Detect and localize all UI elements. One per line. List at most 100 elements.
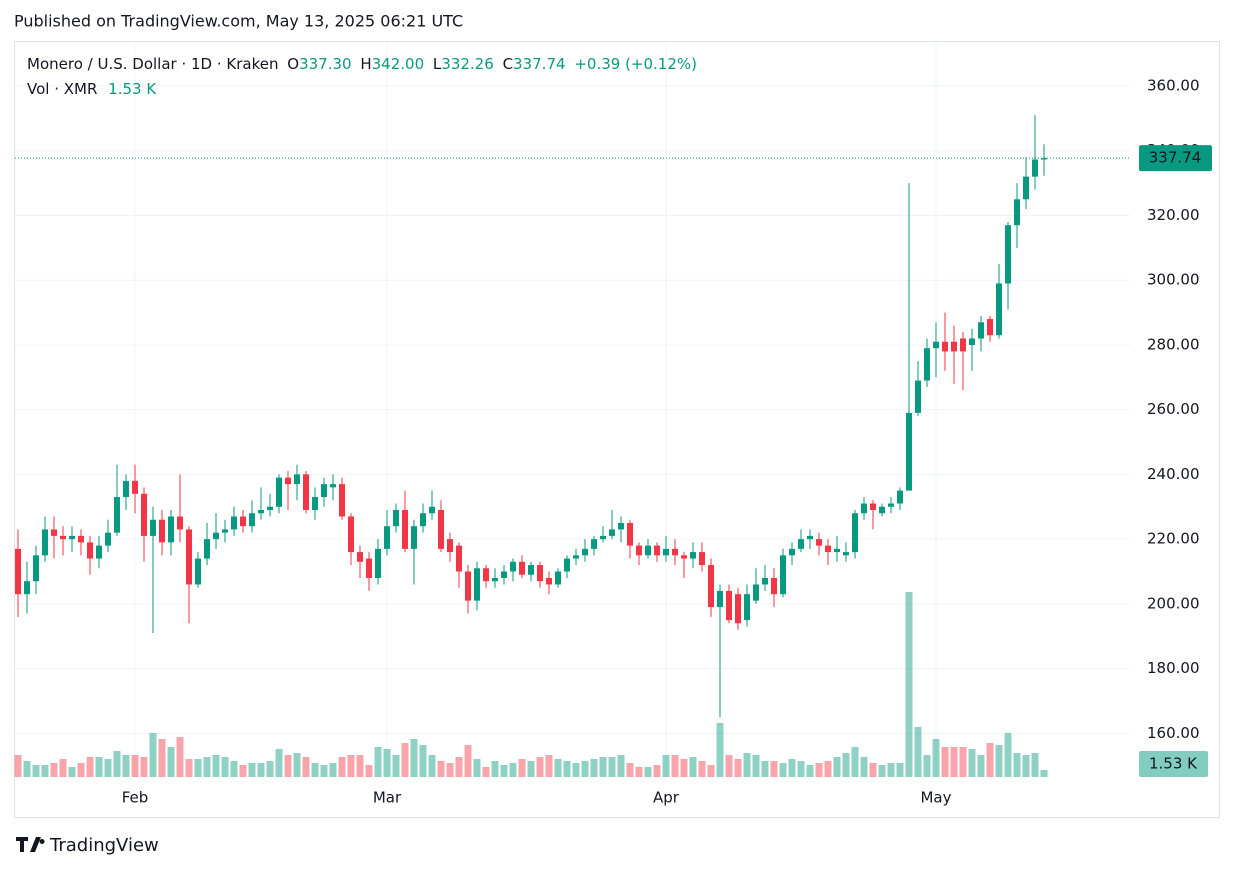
volume-bar <box>401 743 409 777</box>
volume-bar <box>941 747 949 777</box>
candle-body <box>321 484 327 498</box>
candle-body <box>402 510 408 549</box>
volume-bar <box>671 755 679 777</box>
candle-body <box>483 568 489 582</box>
volume-bar <box>986 743 994 777</box>
volume-bar <box>86 757 94 777</box>
volume-bar <box>923 755 931 777</box>
candle-body <box>645 545 651 556</box>
candle-body <box>474 568 480 601</box>
candle-body <box>303 474 309 511</box>
volume-bar <box>356 755 364 777</box>
candle-body <box>105 532 111 546</box>
y-tick-label: 280.00 <box>1147 335 1200 353</box>
x-tick-label: Apr <box>653 789 680 807</box>
candle-body <box>996 283 1002 336</box>
candle-body <box>735 594 741 624</box>
candle-body <box>132 480 138 494</box>
candle-body <box>906 412 912 491</box>
volume-bar <box>149 733 157 777</box>
candle-body <box>195 558 201 585</box>
volume-bar <box>662 755 670 777</box>
y-tick-label: 240.00 <box>1147 465 1200 483</box>
candle-body <box>123 480 129 498</box>
candle-body <box>654 545 660 556</box>
candle-body <box>393 510 399 527</box>
volume-bar <box>959 747 967 777</box>
candle-body <box>186 529 192 585</box>
candle-body <box>231 516 237 530</box>
candle-body <box>771 577 777 595</box>
volume-bar <box>455 757 463 777</box>
candle-body <box>168 516 174 543</box>
volume-bar <box>599 757 607 777</box>
candle-body <box>501 571 507 578</box>
candle-body <box>420 513 426 527</box>
candle-body <box>816 539 822 546</box>
candle-body <box>276 477 282 507</box>
candle-body <box>87 542 93 559</box>
volume-bar <box>383 749 391 777</box>
volume-bar <box>1040 770 1048 777</box>
volume-bar <box>509 763 517 777</box>
volume-bar <box>617 755 625 777</box>
candle-body <box>951 341 957 352</box>
volume-bar <box>680 759 688 777</box>
candle-body <box>348 516 354 553</box>
candle-body <box>987 319 993 336</box>
volume-bar <box>104 759 112 777</box>
volume-bar <box>68 767 76 777</box>
open-label: O <box>287 55 299 73</box>
volume-bar <box>545 755 553 777</box>
volume-bar <box>914 727 922 777</box>
volume-bar <box>770 761 778 777</box>
volume-bar <box>131 755 139 777</box>
candle-body <box>699 552 705 566</box>
last-volume-label: 1.53 K <box>1149 755 1198 773</box>
candle-body <box>843 552 849 556</box>
y-tick-label: 260.00 <box>1147 400 1200 418</box>
candle-body <box>1041 158 1047 160</box>
volume-bar <box>329 763 337 777</box>
volume-bar <box>374 747 382 777</box>
volume-bar <box>419 745 427 777</box>
symbol-title: Monero / U.S. Dollar · 1D · Kraken <box>27 55 278 73</box>
volume-bar <box>59 759 67 777</box>
volume-bar <box>113 751 121 777</box>
volume-bar <box>464 745 472 777</box>
volume-bar <box>788 759 796 777</box>
y-tick-label: 180.00 <box>1147 659 1200 677</box>
candle-body <box>942 341 948 352</box>
volume-bar <box>221 757 229 777</box>
volume-bar <box>266 761 274 777</box>
candle-body <box>141 493 147 536</box>
brand-name: TradingView <box>49 835 159 856</box>
volume-bar <box>968 749 976 777</box>
candle-body <box>240 516 246 527</box>
volume-bar <box>500 765 508 777</box>
candle-body <box>42 529 48 556</box>
candle-body <box>582 548 588 556</box>
volume-bar <box>536 757 544 777</box>
volume-bar <box>707 765 715 777</box>
volume-legend: Vol · XMR 1.53 K <box>27 80 157 98</box>
volume-bar <box>365 765 373 777</box>
volume-bar <box>446 763 454 777</box>
candle-body <box>915 380 921 413</box>
volume-bar <box>689 757 697 777</box>
open-value: 337.30 <box>299 55 352 73</box>
volume-bar <box>581 761 589 777</box>
candle-body <box>609 529 615 536</box>
candle-body <box>159 519 165 543</box>
candle-body <box>465 571 471 601</box>
candle-body <box>681 555 687 559</box>
volume-bar <box>851 747 859 777</box>
volume-bar <box>806 765 814 777</box>
volume-value: 1.53 K <box>108 80 157 98</box>
volume-bar <box>473 759 481 777</box>
volume-bar <box>878 765 886 777</box>
volume-bar <box>815 763 823 777</box>
candle-body <box>888 503 894 507</box>
candle-body <box>663 548 669 556</box>
